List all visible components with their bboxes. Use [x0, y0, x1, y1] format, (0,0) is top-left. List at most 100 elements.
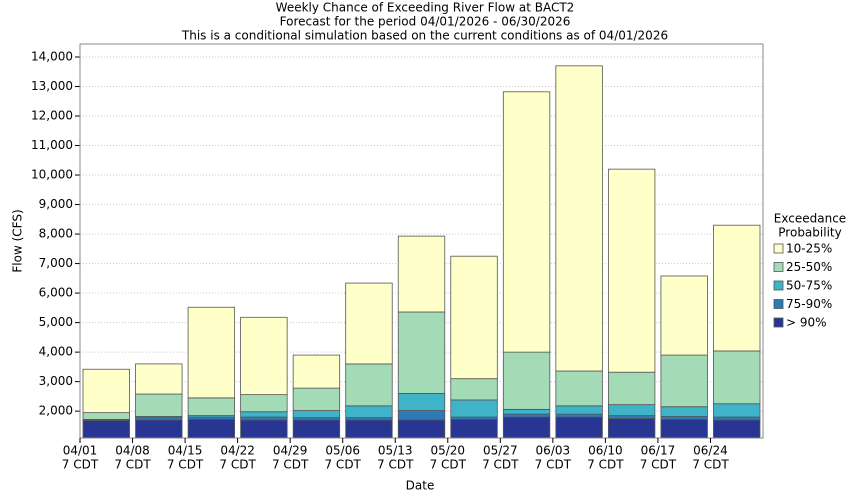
bar-segment: [660, 419, 708, 439]
bar-segment: [345, 282, 393, 365]
y-tick-label: 7,000: [39, 256, 73, 270]
bar-segment: [607, 404, 656, 416]
bar-segment: [240, 411, 288, 418]
bar-segment: [240, 316, 288, 396]
x-tick-sublabel: 7 CDT: [692, 458, 729, 472]
bar-segment: [450, 255, 498, 380]
x-tick-label: 06/10: [588, 444, 623, 458]
x-tick-label: 06/24: [693, 444, 728, 458]
bar-segment: [713, 403, 761, 418]
x-tick-label: 05/06: [325, 444, 360, 458]
bar-segment: [135, 363, 183, 395]
bar-segment: [292, 419, 341, 439]
bar-segment: [345, 405, 393, 419]
bar-segment: [397, 311, 446, 394]
bar-segment: [345, 419, 393, 439]
x-tick-sublabel: 7 CDT: [219, 458, 256, 472]
chart-title: Weekly Chance of Exceeding River Flow at…: [276, 1, 575, 15]
bar-segment: [82, 420, 130, 439]
bar-segment: [555, 65, 603, 372]
bar-segment: [240, 419, 288, 439]
chart-subtitle: This is a conditional simulation based o…: [181, 29, 668, 43]
y-tick-label: 14,000: [31, 49, 73, 63]
x-tick-sublabel: 7 CDT: [640, 458, 677, 472]
bar-segment: [502, 408, 551, 415]
bar-segment: [187, 419, 236, 439]
bar-segment: [607, 371, 656, 406]
x-axis-label: Date: [406, 479, 435, 493]
bar-segment: [607, 168, 656, 373]
bar-segment: [713, 419, 761, 439]
y-tick-label: 12,000: [31, 109, 73, 123]
x-tick-label: 04/22: [220, 444, 255, 458]
y-tick-label: 11,000: [31, 138, 73, 152]
x-tick-sublabel: 7 CDT: [587, 458, 624, 472]
y-tick-label: 4,000: [39, 345, 73, 359]
y-tick-label: 8,000: [39, 227, 73, 241]
bar-segment: [713, 416, 761, 421]
legend-swatch: [773, 317, 784, 328]
bar-segment: [187, 397, 236, 416]
bar-segment: [502, 351, 551, 410]
x-tick-label: 04/29: [273, 444, 308, 458]
chart-subtitle: Forecast for the period 04/01/2026 - 06/…: [280, 15, 571, 29]
bar-segment: [292, 354, 341, 389]
bar-segment: [82, 368, 130, 414]
y-tick-label: 2,000: [39, 404, 73, 418]
bar-segment: [187, 306, 236, 399]
bar-segment: [713, 224, 761, 352]
bar-segment: [502, 91, 551, 353]
bar-segment: [450, 419, 498, 439]
bar-segment: [292, 410, 341, 419]
y-tick-label: 10,000: [31, 168, 73, 182]
bar-segment: [82, 412, 130, 420]
legend-title: Exceedance: [774, 212, 846, 226]
x-tick-label: 04/15: [168, 444, 203, 458]
bar-segment: [660, 275, 708, 356]
x-tick-label: 04/01: [63, 444, 98, 458]
bar-segment: [450, 399, 498, 418]
bar-segment: [292, 387, 341, 411]
bar-segment: [397, 393, 446, 411]
bar-segment: [555, 416, 603, 439]
x-tick-label: 06/17: [641, 444, 676, 458]
bar-segment: [555, 370, 603, 407]
bar-segment: [240, 416, 288, 421]
legend-label: 10-25%: [786, 242, 832, 256]
bar-segment: [135, 419, 183, 439]
legend-label: 25-50%: [786, 260, 832, 274]
x-tick-label: 06/03: [536, 444, 571, 458]
legend-label: 75-90%: [786, 297, 832, 311]
y-tick-label: 5,000: [39, 315, 73, 329]
bar-segment: [502, 416, 551, 439]
bar-segment: [397, 419, 446, 439]
legend-title: Probability: [778, 226, 841, 240]
legend-swatch: [773, 299, 784, 309]
y-tick-label: 13,000: [31, 79, 73, 93]
bar-segment: [607, 415, 656, 419]
x-tick-sublabel: 7 CDT: [167, 458, 204, 472]
x-tick-sublabel: 7 CDT: [377, 458, 414, 472]
y-tick-label: 6,000: [39, 286, 73, 300]
legend-swatch: [773, 243, 784, 254]
bar-segment: [450, 378, 498, 401]
bar-segment: [660, 416, 708, 420]
legend-swatch: [773, 262, 784, 272]
bar-segment: [555, 405, 603, 415]
bar-segment: [660, 354, 708, 408]
x-tick-label: 05/20: [430, 444, 465, 458]
bar-segment: [240, 394, 288, 413]
y-tick-label: 3,000: [39, 374, 73, 388]
bar-segment: [502, 413, 551, 418]
y-tick-label: 9,000: [39, 197, 73, 211]
x-tick-sublabel: 7 CDT: [272, 458, 309, 472]
bar-segment: [397, 235, 446, 313]
bar-segment: [660, 406, 708, 417]
x-tick-sublabel: 7 CDT: [430, 458, 467, 472]
bar-segment: [345, 363, 393, 407]
x-tick-sublabel: 7 CDT: [62, 458, 99, 472]
x-tick-sublabel: 7 CDT: [324, 458, 361, 472]
x-tick-sublabel: 7 CDT: [535, 458, 572, 472]
legend-label: > 90%: [786, 316, 827, 330]
